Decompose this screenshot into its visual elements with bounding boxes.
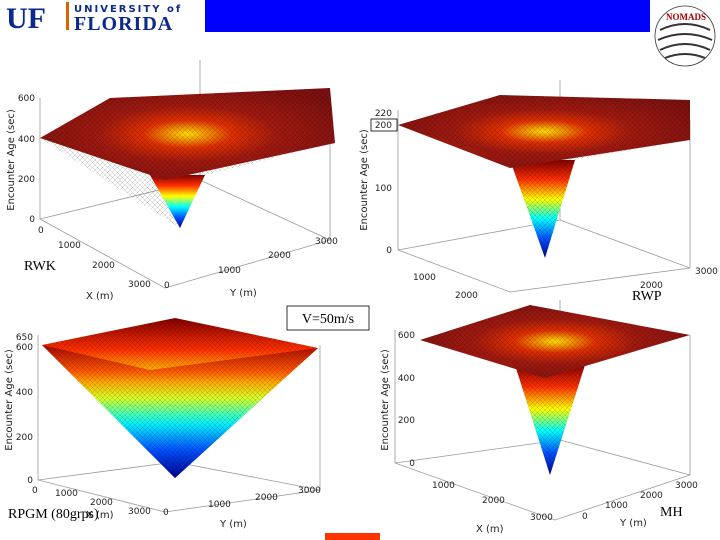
y-tick: 2000 [640, 491, 663, 501]
z-label: Encounter Age (sec) [4, 349, 15, 451]
y-tick: 0 [164, 281, 170, 291]
x-tick: 2000 [90, 498, 113, 508]
x-label: X (m) [86, 291, 114, 302]
surface-mesh [40, 88, 335, 228]
z-label: Encounter Age (sec) [359, 129, 370, 231]
logo-university: UNIVERSITY of [74, 4, 182, 15]
surface-mesh [398, 95, 690, 258]
z-tick: 0 [27, 476, 33, 486]
z-tick: 400 [398, 374, 415, 384]
x-tick: 1000 [413, 273, 436, 283]
y-tick: 3000 [675, 481, 698, 491]
panel-rwp: Encounter Age (sec) 220 200 100 0 1000 2… [359, 80, 718, 304]
y-label: Y (m) [619, 518, 647, 529]
x-tick: 3000 [530, 513, 553, 523]
panel-label: RWP [632, 289, 662, 304]
y-tick: 2000 [268, 251, 291, 261]
y-tick: 2000 [640, 281, 663, 291]
y-tick: 1000 [605, 501, 628, 511]
y-tick: 0 [582, 512, 588, 522]
badge-lines [657, 23, 713, 59]
z-tick: 600 [398, 331, 415, 341]
y-tick: 3000 [298, 486, 321, 496]
x-label: X (m) [86, 510, 114, 521]
z-label: Encounter Age (sec) [6, 109, 17, 211]
surface-funnel [150, 175, 205, 228]
x-tick: 1000 [432, 481, 455, 491]
surface-mesh [42, 318, 318, 478]
y-label: Y (m) [229, 288, 257, 299]
z-tick: 600 [16, 343, 33, 353]
z-tick: 0 [29, 215, 35, 225]
x-tick: 3000 [128, 280, 151, 290]
panel-rwk: Encounter Age (sec) 600 400 200 0 0 1000… [6, 60, 338, 302]
z-tick: 0 [409, 459, 415, 469]
y-label: Y (m) [219, 519, 247, 530]
surface-mesh [420, 305, 690, 475]
x-tick: 1000 [55, 489, 78, 499]
x-tick: 0 [38, 226, 44, 236]
z-tick: 200 [375, 121, 392, 131]
panel-label: RPGM (80grps) [8, 507, 99, 522]
z-tick: 100 [375, 184, 392, 194]
tick-box [370, 118, 398, 132]
x-tick: 3000 [128, 507, 151, 517]
panel-mh: Encounter Age (sec) 600 400 200 0 1000 2… [380, 300, 698, 535]
z-tick: 200 [18, 175, 35, 185]
logo-uf: UF [6, 2, 46, 35]
z-tick: 650 [16, 333, 33, 343]
logo-box [0, 0, 205, 32]
y-tick: 3000 [315, 237, 338, 247]
x-tick: 1000 [58, 241, 81, 251]
speed-box [286, 305, 370, 331]
footer-bar [325, 533, 380, 540]
x-label: X (m) [476, 524, 504, 535]
z-tick: 400 [16, 388, 33, 398]
y-tick: 3000 [695, 267, 718, 277]
logo-divider [66, 2, 69, 30]
logo-florida: FLORIDA [74, 13, 173, 35]
z-tick: 600 [18, 94, 35, 104]
speed-label: V=50m/s [302, 312, 354, 327]
z-label: Encounter Age (sec) [380, 349, 391, 451]
x-tick: 0 [32, 486, 38, 496]
panel-rpgm: Encounter Age (sec) 650 600 400 200 0 0 … [4, 318, 321, 530]
x-tick: 2000 [455, 291, 478, 301]
badge-circle [654, 5, 716, 67]
panel-label: RWK [24, 259, 56, 274]
y-tick: 2000 [255, 493, 278, 503]
y-tick: 1000 [218, 266, 241, 276]
z-tick: 400 [18, 135, 35, 145]
y-tick: 0 [163, 508, 169, 518]
panel-label: MH [660, 505, 683, 520]
z-tick: 220 [375, 109, 392, 119]
z-tick: 200 [16, 433, 33, 443]
y-tick: 1000 [208, 500, 231, 510]
x-tick: 2000 [482, 496, 505, 506]
z-tick: 200 [398, 416, 415, 426]
z-tick: 0 [386, 246, 392, 256]
badge-text: NOMADS [666, 12, 706, 22]
x-tick: 2000 [92, 261, 115, 271]
